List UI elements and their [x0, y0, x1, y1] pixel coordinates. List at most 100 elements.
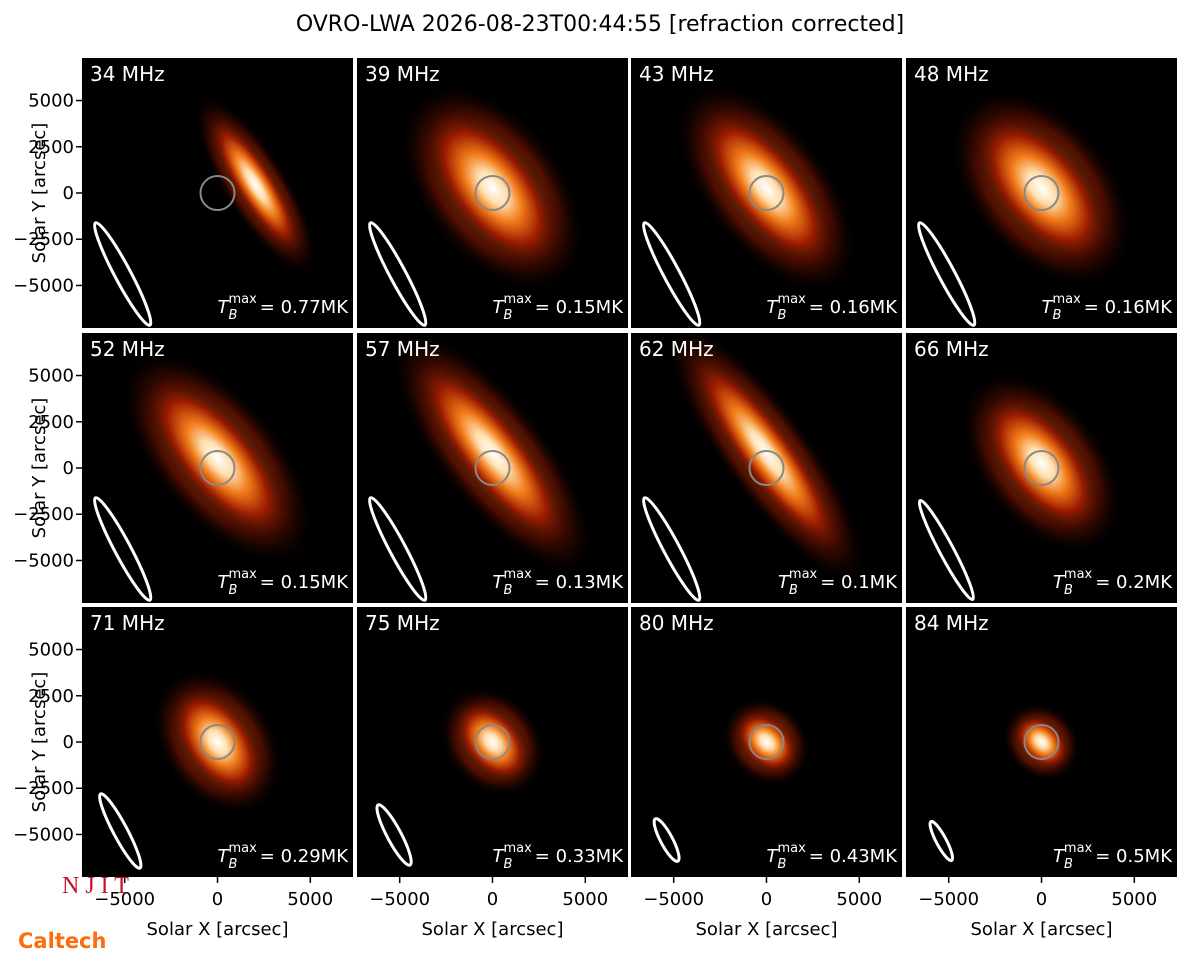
solar-disk [199, 724, 236, 760]
tb-value: = 0.5MK [1095, 846, 1173, 867]
beam [642, 496, 702, 602]
solar-disk [474, 175, 511, 211]
tb-value: = 0.77MK [260, 297, 349, 318]
panel [631, 607, 902, 877]
tb-symbol: T [218, 846, 231, 867]
x-tick-label: −5000 [369, 889, 430, 910]
tb-value: = 0.43MK [809, 846, 898, 867]
beam [368, 221, 428, 327]
y-tick-label: 5000 [28, 640, 74, 661]
panel [82, 333, 353, 603]
logo-njit: N J I T [62, 873, 129, 899]
panel [357, 333, 628, 603]
tb-sub: B [1064, 857, 1073, 872]
tb-max-label: TBmax = 0.2MK [1053, 567, 1173, 598]
x-tick-label: 5000 [836, 889, 882, 910]
tb-value: = 0.2MK [1095, 572, 1173, 593]
tb-sub: B [778, 857, 787, 872]
solar-disk [748, 175, 785, 211]
tb-max-label: TBmax = 0.15MK [218, 567, 350, 598]
x-tick-label: 0 [212, 889, 223, 910]
tb-sub: B [504, 583, 513, 598]
tb-sub: B [1053, 308, 1062, 323]
tb-symbol: T [218, 572, 231, 593]
brightness-core [687, 347, 846, 559]
tb-sup: max [228, 567, 257, 582]
tb-value: = 0.29MK [260, 846, 349, 867]
beam [375, 803, 413, 867]
tb-max-label: TBmax = 0.5MK [1053, 841, 1173, 872]
y-tick-label: −2500 [13, 504, 74, 525]
panel-title: 39 MHz [365, 62, 440, 86]
tb-symbol: T [767, 297, 780, 318]
tb-sub: B [229, 583, 238, 598]
y-tick-label: 0 [63, 183, 74, 204]
y-tick-label: 0 [63, 732, 74, 753]
panel-title: 43 MHz [639, 62, 714, 86]
panel [906, 333, 1177, 603]
panel [906, 58, 1177, 328]
brightness-core [1012, 712, 1071, 772]
panel-title: 75 MHz [365, 611, 440, 635]
solar-disk [474, 450, 511, 486]
logo-caltech: Caltech [18, 929, 106, 953]
tb-max-label: TBmax = 0.16MK [1042, 292, 1174, 323]
tb-max-label: TBmax = 0.15MK [493, 292, 625, 323]
solar-disk [1023, 724, 1060, 760]
brightness-core [980, 391, 1103, 535]
tb-sub: B [789, 583, 798, 598]
tb-symbol: T [218, 297, 231, 318]
y-axis-label: Solar Y [arcsec] [29, 398, 50, 539]
x-tick-label: −5000 [643, 889, 704, 910]
x-tick-label: −5000 [918, 889, 979, 910]
tb-max-label: TBmax = 0.29MK [218, 841, 350, 872]
beam [917, 221, 977, 327]
brightness-core [143, 373, 292, 543]
tb-sup: max [503, 292, 532, 307]
tb-value: = 0.13MK [535, 572, 624, 593]
solar-disk [1023, 450, 1060, 486]
panel-title: 52 MHz [90, 337, 165, 361]
tb-sup: max [777, 292, 806, 307]
beam [93, 496, 153, 602]
tb-sup: max [503, 567, 532, 582]
panel-title: 62 MHz [639, 337, 714, 361]
panel-title: 57 MHz [365, 337, 440, 361]
panel [82, 607, 353, 877]
brightness-core [733, 708, 800, 776]
beam [93, 221, 153, 327]
tb-symbol: T [1042, 297, 1055, 318]
beam [928, 819, 955, 863]
x-axis-label: Solar X [arcsec] [696, 919, 838, 940]
panel [631, 333, 902, 603]
tb-sup: max [1064, 567, 1093, 582]
x-tick-label: 0 [1036, 889, 1047, 910]
solar-disk [474, 724, 511, 760]
panel [82, 58, 353, 328]
solar-disk [748, 724, 785, 760]
panel-title: 48 MHz [914, 62, 989, 86]
tb-sup: max [789, 567, 818, 582]
tb-sub: B [1064, 583, 1073, 598]
brightness-core [453, 699, 532, 785]
solar-disk [1023, 175, 1060, 211]
tb-sup: max [228, 841, 257, 856]
tb-max-label: TBmax = 0.43MK [767, 841, 899, 872]
tb-sub: B [504, 857, 513, 872]
tb-symbol: T [493, 846, 506, 867]
tb-value: = 0.16MK [1084, 297, 1173, 318]
brightness-core [971, 111, 1112, 265]
beam [98, 792, 143, 870]
y-tick-label: −2500 [13, 229, 74, 250]
tb-value: = 0.15MK [535, 297, 624, 318]
tb-value: = 0.16MK [809, 297, 898, 318]
x-axis-label: Solar X [arcsec] [147, 919, 289, 940]
tb-sup: max [1052, 292, 1081, 307]
panel [357, 607, 628, 877]
tb-sup: max [228, 292, 257, 307]
tb-symbol: T [1053, 572, 1066, 593]
y-tick-label: 2500 [28, 686, 74, 707]
tb-symbol: T [778, 572, 791, 593]
tb-max-label: TBmax = 0.16MK [767, 292, 899, 323]
